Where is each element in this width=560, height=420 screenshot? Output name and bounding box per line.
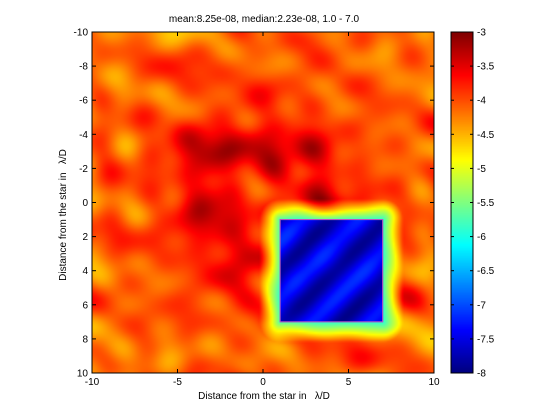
dark-hole-box (279, 219, 384, 323)
colorbar-tick-label: -4.5 (477, 130, 495, 141)
colorbar-ticks: -3 -3.5 -4 -4.5 -5 -5.5 -6 -6.5 -7 -7.5 -8 (451, 28, 495, 380)
colorbar-tick-label: -8 (477, 369, 486, 380)
colorbar: -3 -3.5 -4 -4.5 -5 -5.5 -6 -6.5 -7 -7.5 -8 (450, 28, 495, 380)
y-tick-label: 4 (82, 266, 88, 277)
y-tick-label: -2 (79, 164, 88, 175)
y-tick-label: 0 (82, 198, 88, 209)
colorbar-tick-label: -7 (477, 300, 486, 311)
colorbar-tick-label: -3 (477, 28, 486, 39)
y-tick-label: -8 (79, 62, 88, 73)
colorbar-tick-label: -4 (477, 96, 486, 107)
colorbar-tick-label: -6 (477, 232, 486, 243)
y-tick-label: -4 (79, 130, 88, 141)
y-tick-label: -6 (79, 96, 88, 107)
x-axis-ticks: -10 -5 0 5 10 (85, 32, 440, 388)
colorbar-gradient (451, 32, 473, 373)
y-tick-label: 10 (77, 369, 89, 380)
y-tick-label: 8 (82, 334, 88, 345)
heatmap-image (92, 32, 434, 373)
colorbar-tick-label: -5 (477, 164, 486, 175)
y-tick-label: 6 (82, 300, 88, 311)
x-tick-label: 0 (260, 377, 266, 388)
heatmap-area (91, 31, 435, 374)
x-axis-label: Distance from the star in λ/D (198, 391, 330, 402)
y-axis-label: Distance from the star in λ/D (58, 149, 69, 281)
x-tick-label: -5 (173, 377, 182, 388)
y-tick-label: 2 (82, 232, 88, 243)
colorbar-tick-label: -5.5 (477, 198, 495, 209)
y-axis-ticks: -10 -8 -6 -4 -2 0 2 4 6 8 10 (74, 28, 434, 380)
y-tick-label: -10 (74, 28, 89, 39)
colorbar-tick-label: -7.5 (477, 334, 495, 345)
colorbar-tick-label: -6.5 (477, 266, 495, 277)
x-tick-label: 5 (346, 377, 352, 388)
x-tick-label: 10 (428, 377, 440, 388)
x-tick-label: -10 (85, 377, 100, 388)
colorbar-tick-label: -3.5 (477, 62, 495, 73)
chart-title: mean:8.25e-08, median:2.23e-08, 1.0 - 7.… (169, 14, 360, 25)
